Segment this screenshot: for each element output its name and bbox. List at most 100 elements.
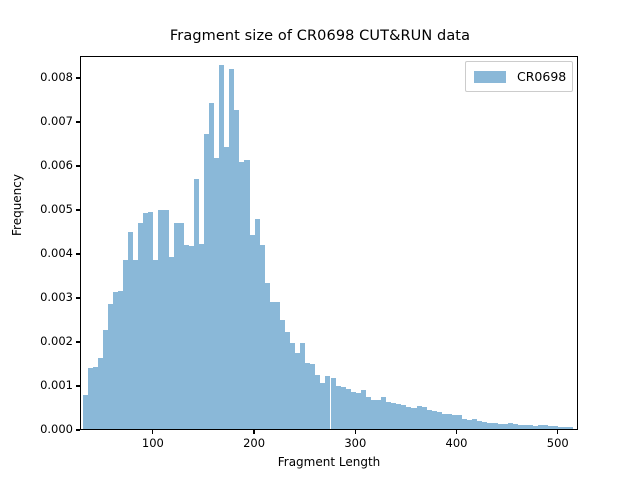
histogram-bar	[295, 353, 301, 429]
histogram-bar	[355, 392, 361, 429]
histogram-bar	[360, 390, 366, 429]
histogram-bar	[548, 426, 554, 429]
histogram-bar	[158, 210, 164, 429]
histogram-bar	[178, 223, 184, 429]
histogram-bar	[492, 423, 498, 429]
histogram-bar	[538, 425, 544, 429]
histogram-bar	[153, 260, 159, 429]
histogram-bar	[507, 423, 513, 429]
histogram-bar	[183, 244, 189, 429]
legend-swatch-cr0698	[474, 70, 506, 83]
histogram-bar	[254, 219, 260, 429]
x-tick-label: 100	[141, 436, 164, 450]
histogram-bar	[472, 418, 478, 429]
histogram-bar	[502, 423, 508, 429]
histogram-bar	[457, 415, 463, 429]
y-tick-label: 0.005	[40, 202, 73, 216]
y-axis: 0.000 0.001 0.002 0.003 0.004 0.005 0.006 0.007…	[0, 56, 80, 436]
histogram-bar	[274, 302, 280, 429]
histogram-bar	[188, 245, 194, 429]
x-tick-mark	[354, 430, 356, 434]
y-tick-label: 0.008	[40, 70, 73, 84]
histogram-bar	[487, 422, 493, 429]
y-tick-mark	[76, 209, 80, 211]
histogram-bar	[396, 403, 402, 429]
y-tick-label: 0.004	[40, 246, 73, 260]
histogram-bar	[477, 420, 483, 429]
histogram-bar	[340, 387, 346, 429]
y-tick-label: 0.001	[40, 378, 73, 392]
histogram-bar	[133, 260, 139, 429]
histogram-bar	[386, 402, 392, 429]
histogram-bar	[446, 414, 452, 429]
y-tick-mark	[76, 77, 80, 79]
y-tick-mark	[76, 253, 80, 255]
y-axis-label: Frequency	[10, 174, 24, 236]
histogram-bar	[112, 291, 118, 429]
histogram-bar	[198, 243, 204, 429]
histogram-bar	[522, 425, 528, 429]
histogram-bar	[426, 409, 432, 429]
histogram-bar	[345, 389, 351, 429]
histogram-bar	[391, 402, 397, 429]
y-tick-mark	[76, 341, 80, 343]
histogram-bar	[163, 210, 169, 429]
histogram-bar	[87, 368, 93, 429]
histogram-bar	[411, 407, 417, 429]
y-tick-label: 0.006	[40, 158, 73, 172]
x-tick-mark	[253, 430, 255, 434]
x-tick-label: 400	[445, 436, 468, 450]
histogram-bar	[264, 283, 270, 429]
histogram-bar	[224, 146, 230, 429]
histogram-bar	[214, 157, 220, 429]
histogram-bar	[315, 375, 321, 429]
histogram-bar	[148, 212, 154, 429]
x-tick-mark	[557, 430, 559, 434]
histogram-bar	[462, 419, 468, 429]
histogram-bar	[244, 159, 250, 429]
histogram-bars	[81, 57, 577, 429]
histogram-bar	[527, 425, 533, 429]
histogram-bar	[381, 396, 387, 429]
histogram-bar	[279, 320, 285, 429]
histogram-bar	[451, 415, 458, 429]
histogram-bar	[259, 245, 265, 429]
histogram-bar	[543, 425, 549, 429]
chart-title: Fragment size of CR0698 CUT&RUN data	[169, 28, 471, 44]
plot-area	[80, 56, 578, 430]
histogram-bar	[365, 396, 371, 429]
x-tick-label: 300	[344, 436, 367, 450]
x-axis: 100 200 300 400 500	[80, 430, 578, 470]
histogram-bar	[290, 342, 296, 429]
histogram-bar	[173, 223, 179, 429]
histogram-bar	[249, 235, 255, 429]
y-tick-mark	[76, 429, 80, 431]
x-tick-label: 200	[243, 436, 266, 450]
histogram-bar	[512, 424, 518, 429]
histogram-bar	[431, 410, 437, 429]
histogram-bar	[239, 161, 245, 429]
histogram-bar	[219, 64, 225, 429]
histogram-bar	[300, 342, 306, 429]
histogram-bar	[350, 392, 356, 429]
histogram-bar	[102, 330, 108, 429]
histogram-bar	[234, 110, 240, 429]
histogram-bar	[123, 259, 129, 429]
histogram-bar	[370, 399, 377, 429]
histogram-bar	[203, 133, 210, 429]
histogram-bar	[107, 303, 113, 429]
histogram-bar	[563, 426, 569, 429]
histogram-bar	[335, 385, 341, 429]
histogram-bar	[482, 421, 488, 429]
y-tick-label: 0.002	[40, 334, 73, 348]
histogram-bar	[305, 363, 311, 429]
histogram-bar	[467, 419, 473, 429]
histogram-bar	[568, 427, 574, 429]
y-tick-mark	[76, 297, 80, 299]
histogram-bar	[128, 231, 134, 429]
histogram-bar	[406, 407, 412, 429]
y-tick-mark	[76, 385, 80, 387]
histogram-bar	[401, 405, 407, 429]
histogram-bar	[117, 291, 123, 429]
